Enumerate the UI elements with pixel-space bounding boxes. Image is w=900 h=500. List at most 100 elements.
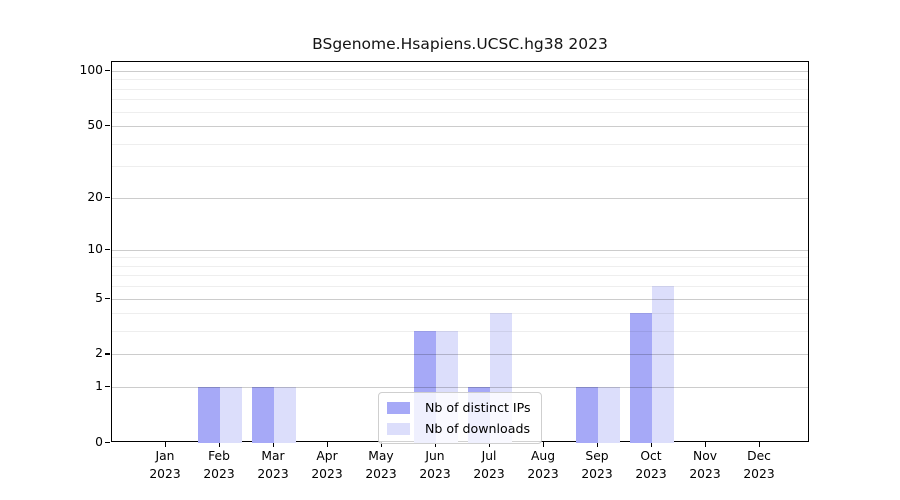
minor-gridline: [112, 275, 808, 277]
bar-oct-ips: [630, 313, 652, 443]
legend-row: Nb of distinct IPs: [387, 400, 531, 415]
x-tick-month: Feb: [208, 449, 230, 463]
minor-gridline: [112, 111, 808, 113]
x-tick-mark: [219, 442, 221, 447]
x-tick-month: Apr: [316, 449, 338, 463]
bar-mar-downloads: [274, 387, 296, 443]
y-tick-label: 10: [87, 241, 103, 256]
minor-gridline: [112, 257, 808, 259]
x-tick-month: Jan: [155, 449, 175, 463]
chart-title: BSgenome.Hsapiens.UCSC.hg38 2023: [312, 35, 608, 53]
y-tick-mark: [105, 125, 110, 127]
y-tick-mark: [105, 248, 110, 250]
y-tick-mark: [105, 70, 110, 72]
legend-label: Nb of distinct IPs: [425, 400, 531, 415]
x-tick-mark: [651, 442, 653, 447]
minor-gridline: [112, 99, 808, 101]
x-tick-label: Apr 2023: [297, 448, 357, 483]
x-tick-year: 2023: [365, 466, 397, 481]
x-tick-label: Mar 2023: [243, 448, 303, 483]
x-tick-year: 2023: [203, 466, 235, 481]
major-gridline: [112, 197, 808, 199]
x-tick-label: Nov 2023: [675, 448, 735, 483]
x-tick-month: Oct: [640, 449, 662, 463]
x-tick-year: 2023: [419, 466, 451, 481]
major-gridline: [112, 71, 808, 72]
minor-gridline: [112, 166, 808, 168]
plot-area: Nb of distinct IPs Nb of downloads: [111, 61, 809, 444]
y-tick-label: 5: [95, 290, 103, 305]
legend-box: Nb of distinct IPs Nb of downloads: [378, 392, 542, 444]
y-tick-mark: [105, 386, 110, 388]
x-tick-mark: [165, 442, 167, 447]
x-tick-label: Feb 2023: [189, 448, 249, 483]
legend-row: Nb of downloads: [387, 421, 531, 436]
minor-gridline: [112, 265, 808, 267]
y-tick-mark: [105, 297, 110, 299]
y-tick-label: 100: [79, 63, 103, 77]
x-tick-mark: [597, 442, 599, 447]
bar-sep-ips: [576, 387, 598, 443]
x-tick-mark: [435, 442, 437, 447]
y-tick-label: 0: [95, 435, 103, 449]
x-tick-label: Sep 2023: [567, 448, 627, 483]
x-tick-year: 2023: [149, 466, 181, 481]
x-tick-year: 2023: [473, 466, 505, 481]
y-tick-mark: [105, 353, 110, 355]
x-tick-month: May: [368, 449, 394, 463]
x-tick-year: 2023: [743, 466, 775, 481]
x-tick-label: Oct 2023: [621, 448, 681, 483]
y-tick-label: 50: [87, 118, 103, 133]
minor-gridline: [112, 331, 808, 333]
major-gridline: [112, 249, 808, 251]
major-gridline: [112, 298, 808, 300]
x-tick-mark: [327, 442, 329, 447]
x-tick-label: Jul 2023: [459, 448, 519, 483]
x-tick-label: Aug 2023: [513, 448, 573, 483]
x-tick-mark: [759, 442, 761, 447]
minor-gridline: [112, 143, 808, 145]
bar-sep-downloads: [598, 387, 620, 443]
y-tick-mark: [105, 196, 110, 198]
x-tick-year: 2023: [311, 466, 343, 481]
x-tick-mark: [273, 442, 275, 447]
x-tick-year: 2023: [689, 466, 721, 481]
y-tick-label: 20: [87, 189, 103, 204]
x-tick-year: 2023: [257, 466, 289, 481]
x-tick-mark: [705, 442, 707, 447]
y-tick-label: 2: [95, 346, 103, 361]
legend-label: Nb of downloads: [425, 421, 531, 436]
x-tick-mark: [381, 442, 383, 447]
bar-feb-ips: [198, 387, 220, 443]
legend-swatch: [387, 401, 410, 414]
x-tick-month: Sep: [585, 449, 609, 463]
x-tick-month: Jul: [481, 449, 497, 463]
x-tick-label: Jan 2023: [135, 448, 195, 483]
y-tick-mark: [105, 442, 110, 444]
major-gridline: [112, 354, 808, 356]
minor-gridline: [112, 79, 808, 81]
major-gridline: [112, 126, 808, 128]
x-tick-label: May 2023: [351, 448, 411, 483]
y-tick-label: 1: [95, 379, 103, 394]
bar-oct-downloads: [652, 286, 674, 443]
x-tick-year: 2023: [527, 466, 559, 481]
x-tick-month: Aug: [530, 449, 555, 463]
x-tick-label: Jun 2023: [405, 448, 465, 483]
bar-mar-ips: [252, 387, 274, 443]
minor-gridline: [112, 88, 808, 90]
x-tick-label: Dec 2023: [729, 448, 789, 483]
x-tick-month: Mar: [261, 449, 285, 463]
x-tick-month: Dec: [747, 449, 771, 463]
legend-swatch: [387, 422, 410, 435]
bar-feb-downloads: [220, 387, 242, 443]
x-tick-year: 2023: [581, 466, 613, 481]
x-tick-mark: [489, 442, 491, 447]
minor-gridline: [112, 286, 808, 288]
x-tick-month: Jun: [425, 449, 445, 463]
minor-gridline: [112, 313, 808, 315]
x-tick-year: 2023: [635, 466, 667, 481]
x-tick-mark: [543, 442, 545, 447]
x-tick-month: Nov: [693, 449, 717, 463]
